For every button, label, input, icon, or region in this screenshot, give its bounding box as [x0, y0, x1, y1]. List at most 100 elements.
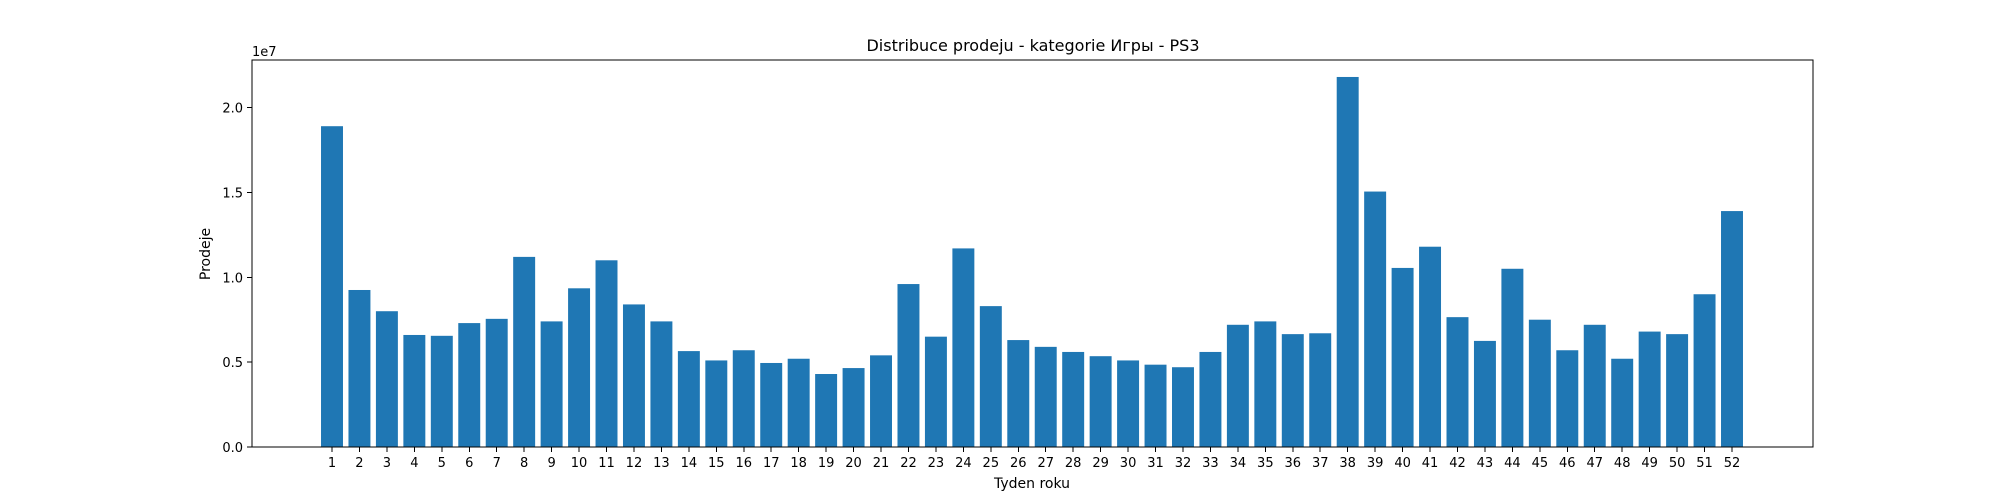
bar-week-40	[1391, 267, 1414, 447]
x-tick-label: 23	[928, 456, 945, 471]
bar-week-41	[1419, 246, 1442, 447]
y-tick-label: 0.0	[222, 441, 243, 456]
bar-week-37	[1309, 333, 1332, 447]
chart-title: Distribuce prodeju - kategorie Игры - PS…	[866, 36, 1199, 55]
plot-frame	[251, 59, 1814, 448]
bar-week-46	[1556, 350, 1579, 447]
bar-week-52	[1721, 211, 1743, 447]
bar-week-42	[1446, 317, 1469, 447]
y-axis-ticks: 0.0 0.5 1.0 1.5 2.0	[222, 102, 252, 456]
bar-week-23	[924, 336, 947, 447]
bar-week-16	[732, 350, 755, 447]
bar-week-1	[321, 126, 343, 447]
x-tick-label: 37	[1312, 456, 1329, 471]
x-tick-label: 52	[1724, 456, 1741, 471]
bar-week-51	[1693, 294, 1716, 447]
x-tick-label: 48	[1614, 456, 1631, 471]
bar-week-11	[595, 260, 618, 447]
x-tick-label: 13	[653, 456, 670, 471]
x-tick-label: 25	[983, 456, 1000, 471]
bar-week-5	[430, 335, 453, 447]
bar-week-48	[1611, 358, 1634, 447]
bar-week-9	[540, 321, 563, 447]
bar-week-2	[348, 289, 371, 447]
x-tick-label: 16	[735, 456, 752, 471]
x-tick-label: 8	[520, 456, 528, 471]
x-tick-label: 1	[328, 456, 336, 471]
bar-week-35	[1254, 321, 1277, 447]
bar-week-25	[979, 306, 1002, 447]
x-tick-label: 7	[493, 456, 501, 471]
x-tick-label: 20	[845, 456, 862, 471]
x-tick-label: 18	[790, 456, 807, 471]
x-tick-label: 14	[681, 456, 698, 471]
x-tick-label: 51	[1696, 456, 1713, 471]
x-tick-label: 38	[1339, 456, 1356, 471]
bar-week-7	[485, 318, 508, 447]
bar-week-31	[1144, 364, 1167, 447]
x-tick-label: 40	[1394, 456, 1411, 471]
x-tick-label: 39	[1367, 456, 1384, 471]
bar-week-29	[1089, 356, 1112, 447]
bar-week-8	[513, 256, 536, 447]
x-tick-label: 21	[873, 456, 890, 471]
y-tick-label: 1.5	[222, 186, 243, 201]
y-tick-label: 0.5	[222, 356, 243, 371]
x-tick-label: 47	[1586, 456, 1603, 471]
x-axis-ticks: 1 2 3 4 5 6 7 8 9 10 11 12 13 14 15 16 17 18 19 20 21 22 23 24 2…	[328, 447, 1740, 471]
y-axis-label: Prodeje	[198, 228, 214, 280]
x-tick-label: 24	[955, 456, 972, 471]
bar-week-38	[1336, 76, 1359, 447]
y-tick-label: 2.0	[222, 102, 243, 117]
bars-group	[321, 76, 1743, 448]
bar-week-36	[1281, 334, 1304, 448]
x-tick-label: 31	[1147, 456, 1164, 471]
bar-week-21	[870, 355, 892, 447]
x-tick-label: 11	[598, 456, 615, 471]
x-tick-label: 15	[708, 456, 725, 471]
x-tick-label: 35	[1257, 456, 1274, 471]
x-tick-label: 36	[1285, 456, 1302, 471]
bar-week-14	[677, 351, 700, 447]
x-tick-label: 9	[547, 456, 555, 471]
bar-week-43	[1473, 340, 1496, 447]
bar-week-19	[815, 374, 838, 447]
bar-week-26	[1007, 340, 1030, 447]
bar-week-45	[1528, 319, 1551, 447]
x-tick-label: 5	[438, 456, 446, 471]
x-tick-label: 33	[1202, 456, 1219, 471]
x-tick-label: 10	[571, 456, 588, 471]
x-tick-label: 34	[1230, 456, 1247, 471]
bar-week-32	[1172, 367, 1194, 447]
x-tick-label: 4	[410, 456, 418, 471]
x-tick-label: 2	[355, 456, 363, 471]
bar-week-39	[1364, 191, 1387, 447]
x-tick-label: 12	[626, 456, 643, 471]
x-tick-label: 17	[763, 456, 780, 471]
bar-week-27	[1034, 346, 1057, 447]
bar-week-13	[650, 321, 673, 447]
x-tick-label: 27	[1037, 456, 1054, 471]
y-axis-offset-label: 1e7	[252, 45, 277, 60]
bar-week-3	[375, 311, 398, 447]
x-axis-label: Tyden roku	[993, 476, 1070, 492]
x-tick-label: 29	[1092, 456, 1109, 471]
x-tick-label: 42	[1449, 456, 1466, 471]
bar-week-20	[842, 368, 865, 447]
bar-week-34	[1226, 324, 1249, 447]
bar-week-18	[787, 358, 810, 447]
x-tick-label: 49	[1641, 456, 1658, 471]
bar-week-6	[458, 323, 481, 447]
bar-week-49	[1638, 331, 1661, 447]
bar-week-44	[1501, 268, 1524, 447]
y-tick-label: 1.0	[222, 271, 243, 286]
x-tick-label: 44	[1504, 456, 1521, 471]
x-tick-label: 3	[383, 456, 391, 471]
x-tick-label: 28	[1065, 456, 1082, 471]
bar-week-47	[1583, 324, 1606, 447]
bar-week-33	[1199, 351, 1222, 447]
x-tick-label: 6	[465, 456, 473, 471]
x-tick-label: 32	[1175, 456, 1192, 471]
x-tick-label: 50	[1669, 456, 1686, 471]
